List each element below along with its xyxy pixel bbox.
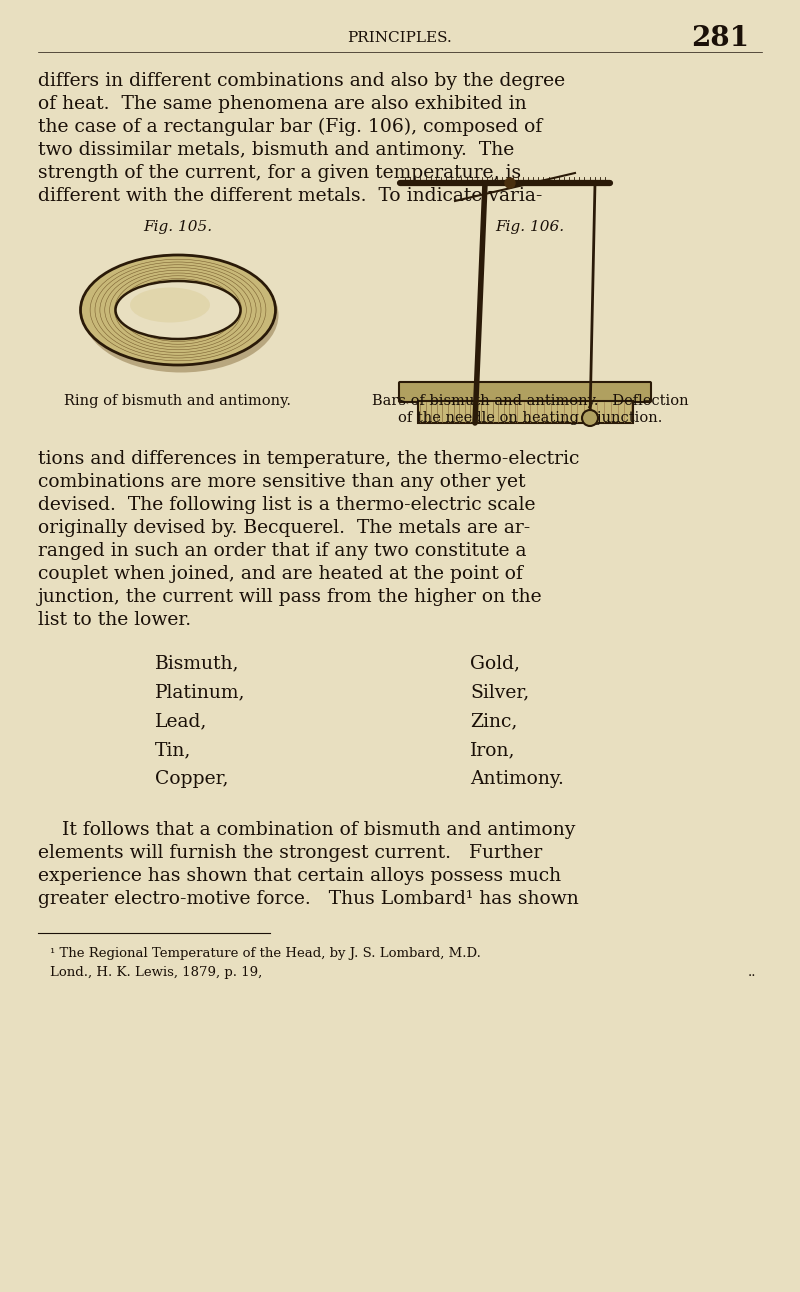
Text: Antimony.: Antimony. bbox=[470, 770, 564, 788]
Text: tions and differences in temperature, the thermo-electric: tions and differences in temperature, th… bbox=[38, 450, 579, 468]
Ellipse shape bbox=[81, 255, 275, 366]
Text: Fig. 105.: Fig. 105. bbox=[143, 220, 213, 234]
Text: of heat.  The same phenomena are also exhibited in: of heat. The same phenomena are also exh… bbox=[38, 96, 526, 112]
Text: differs in different combinations and also by the degree: differs in different combinations and al… bbox=[38, 72, 565, 90]
Text: Silver,: Silver, bbox=[470, 683, 530, 702]
Text: couplet when joined, and are heated at the point of: couplet when joined, and are heated at t… bbox=[38, 565, 523, 583]
Text: Copper,: Copper, bbox=[155, 770, 229, 788]
Text: Lond., H. K. Lewis, 1879, p. 19,: Lond., H. K. Lewis, 1879, p. 19, bbox=[50, 966, 262, 979]
Text: two dissimilar metals, bismuth and antimony.  The: two dissimilar metals, bismuth and antim… bbox=[38, 141, 514, 159]
Text: Gold,: Gold, bbox=[470, 654, 520, 672]
Text: the case of a rectangular bar (Fig. 106), composed of: the case of a rectangular bar (Fig. 106)… bbox=[38, 118, 542, 136]
Ellipse shape bbox=[115, 280, 241, 339]
Text: Tin,: Tin, bbox=[155, 742, 191, 758]
Text: list to the lower.: list to the lower. bbox=[38, 611, 191, 629]
FancyBboxPatch shape bbox=[399, 382, 651, 402]
Text: 281: 281 bbox=[691, 25, 749, 52]
Text: experience has shown that certain alloys possess much: experience has shown that certain alloys… bbox=[38, 867, 561, 885]
Text: It follows that a combination of bismuth and antimony: It follows that a combination of bismuth… bbox=[38, 820, 575, 839]
Text: Ring of bismuth and antimony.: Ring of bismuth and antimony. bbox=[65, 394, 291, 408]
Text: PRINCIPLES.: PRINCIPLES. bbox=[348, 31, 452, 45]
Text: Iron,: Iron, bbox=[470, 742, 515, 758]
Text: Bars of bismuth and antimony.   Deflection: Bars of bismuth and antimony. Deflection bbox=[372, 394, 688, 408]
Text: ..: .. bbox=[748, 966, 757, 979]
Text: Fig. 106.: Fig. 106. bbox=[495, 220, 565, 234]
Text: strength of the current, for a given temperature, is: strength of the current, for a given tem… bbox=[38, 164, 521, 182]
Ellipse shape bbox=[83, 257, 278, 372]
Text: Platinum,: Platinum, bbox=[155, 683, 246, 702]
Text: Bismuth,: Bismuth, bbox=[155, 654, 239, 672]
Text: ranged in such an order that if any two constitute a: ranged in such an order that if any two … bbox=[38, 543, 526, 559]
Text: combinations are more sensitive than any other yet: combinations are more sensitive than any… bbox=[38, 473, 526, 491]
Text: Lead,: Lead, bbox=[155, 712, 207, 730]
Text: ¹ The Regional Temperature of the Head, by J. S. Lombard, M.D.: ¹ The Regional Temperature of the Head, … bbox=[50, 947, 481, 960]
Text: different with the different metals.  To indicate varia-: different with the different metals. To … bbox=[38, 187, 542, 205]
Text: devised.  The following list is a thermo-electric scale: devised. The following list is a thermo-… bbox=[38, 496, 535, 514]
Text: of the needle on heating a junction.: of the needle on heating a junction. bbox=[398, 411, 662, 425]
Text: originally devised by. Becquerel.  The metals are ar-: originally devised by. Becquerel. The me… bbox=[38, 519, 530, 537]
Text: junction, the current will pass from the higher on the: junction, the current will pass from the… bbox=[38, 588, 542, 606]
Text: elements will furnish the strongest current.   Further: elements will furnish the strongest curr… bbox=[38, 844, 542, 862]
Text: Zinc,: Zinc, bbox=[470, 712, 518, 730]
Circle shape bbox=[582, 410, 598, 426]
Ellipse shape bbox=[130, 288, 210, 323]
Circle shape bbox=[505, 178, 515, 189]
Text: greater electro-motive force.   Thus Lombard¹ has shown: greater electro-motive force. Thus Lomba… bbox=[38, 890, 578, 908]
Bar bbox=[418, 401, 633, 422]
